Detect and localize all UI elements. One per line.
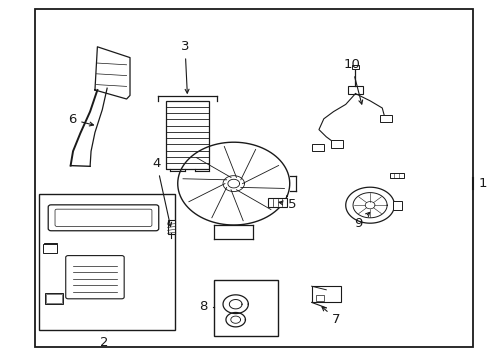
Bar [389,173,404,178]
Bar [267,198,287,207]
Bar [347,86,362,94]
Bar [393,201,402,210]
FancyBboxPatch shape [55,209,152,226]
Text: 2: 2 [100,330,109,349]
Bar [214,280,277,336]
Bar [46,294,61,303]
Bar [311,286,340,302]
Bar [39,194,175,330]
FancyBboxPatch shape [65,256,124,299]
Bar [165,101,209,169]
Text: 9: 9 [353,212,369,230]
Text: 5: 5 [279,198,296,211]
Bar [311,144,323,151]
Bar [167,220,175,234]
Bar [43,244,58,253]
Bar [379,115,391,122]
Text: 4: 4 [152,157,171,226]
Bar [44,243,58,252]
Bar [330,140,343,148]
Text: 6: 6 [68,113,93,126]
Text: 8: 8 [199,300,207,313]
Text: 1: 1 [478,177,486,190]
Bar [315,295,324,301]
FancyBboxPatch shape [48,205,159,231]
Text: 10: 10 [343,58,362,104]
Bar [351,65,359,69]
Text: 3: 3 [181,40,189,93]
Bar [45,293,63,304]
Text: 7: 7 [321,307,340,326]
